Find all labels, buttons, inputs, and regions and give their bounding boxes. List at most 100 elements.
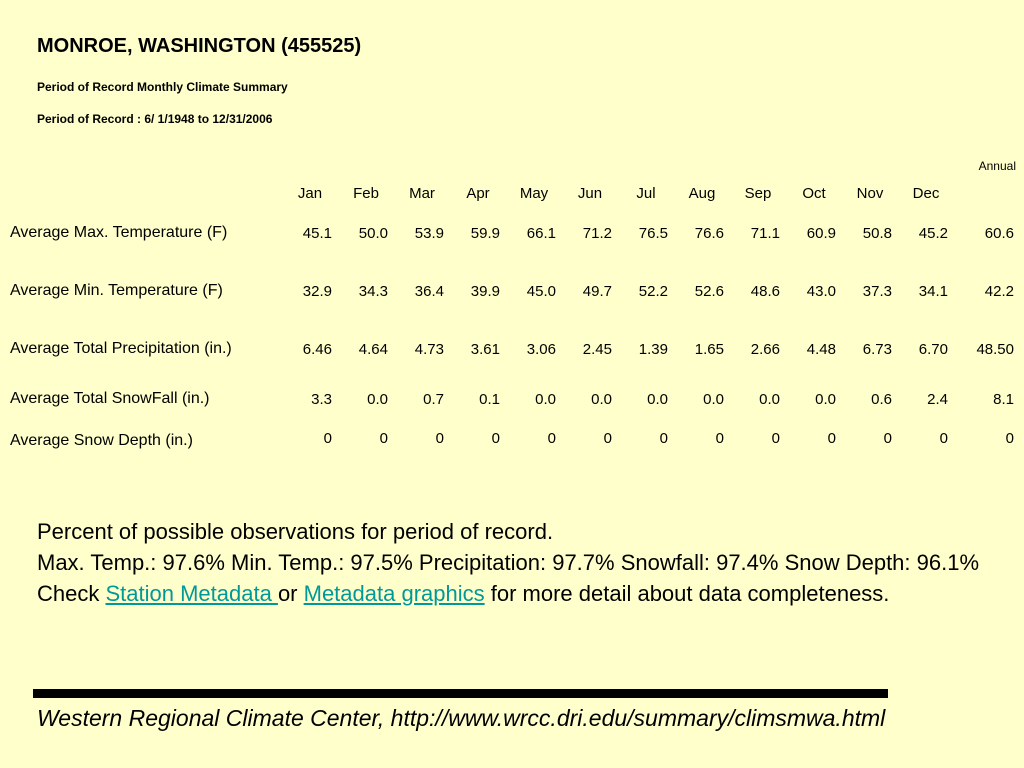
table-cell: 2.4 [927, 390, 948, 408]
table-cell: 50.8 [862, 224, 892, 242]
divider-bar [33, 689, 888, 698]
table-cell: 50.0 [358, 224, 388, 242]
table-cell: 4.48 [806, 340, 836, 358]
header-annual: Annual [978, 159, 1016, 173]
table-cell: 53.9 [414, 224, 444, 242]
row-label: Average Snow Depth (in.) [10, 432, 193, 449]
check-prefix-text: Check [37, 581, 106, 606]
header-month: Jul [636, 185, 656, 202]
table-cell: 0 [659, 430, 668, 447]
table-row: Average Snow Depth (in.) 0 0 0 0 0 0 0 0… [4, 420, 1020, 472]
table-cell: 6.70 [918, 340, 948, 358]
table-cell: 0.1 [479, 390, 500, 408]
page-title: MONROE, WASHINGTON (455525) [37, 35, 362, 57]
observation-notes: Percent of possible observations for per… [37, 516, 997, 609]
table-cell: 0 [715, 430, 724, 447]
table-cell: 32.9 [302, 282, 332, 300]
table-row: Average Total SnowFall (in.) 3.3 0.0 0.7… [4, 378, 1020, 420]
table-cell: 1.65 [694, 340, 724, 358]
check-suffix-text: for more detail about data completeness. [484, 581, 890, 606]
annual-cell: 48.50 [976, 340, 1014, 358]
table-cell: 0.0 [647, 390, 668, 408]
notes-percentages: Max. Temp.: 97.6% Min. Temp.: 97.5% Prec… [37, 550, 980, 575]
table-cell: 0 [547, 430, 556, 447]
table-cell: 2.66 [750, 340, 780, 358]
table-cell: 0 [939, 430, 948, 447]
header-month: Dec [912, 185, 940, 202]
table-header-row: Jan Feb Mar Apr May Jun Jul Aug Sep Oct … [4, 150, 1020, 204]
header-month: Mar [409, 185, 435, 202]
table-cell: 0 [883, 430, 892, 447]
table-cell: 3.06 [526, 340, 556, 358]
table-cell: 76.6 [694, 224, 724, 242]
table-cell: 4.73 [414, 340, 444, 358]
header-month: Jun [577, 185, 603, 202]
table-cell: 59.9 [470, 224, 500, 242]
table-cell: 0 [435, 430, 444, 447]
row-label: Average Total SnowFall (in.) [10, 390, 210, 407]
table-cell: 45.0 [526, 282, 556, 300]
table-row: Average Min. Temperature (F) 32.9 34.3 3… [4, 262, 1020, 320]
row-label: Average Min. Temperature (F) [10, 282, 223, 299]
page-subtitle: Period of Record Monthly Climate Summary [37, 80, 288, 94]
table-cell: 37.3 [862, 282, 892, 300]
station-metadata-link[interactable]: Station Metadata [105, 581, 278, 606]
annual-cell: 8.1 [993, 390, 1014, 408]
header-month: Sep [744, 185, 772, 202]
table-cell: 48.6 [750, 282, 780, 300]
table-cell: 34.1 [918, 282, 948, 300]
table-cell: 0 [603, 430, 612, 447]
table-cell: 71.1 [750, 224, 780, 242]
table-cell: 49.7 [582, 282, 612, 300]
table-cell: 0.7 [423, 390, 444, 408]
annual-cell: 0 [1005, 430, 1014, 447]
table-cell: 6.73 [862, 340, 892, 358]
table-cell: 52.6 [694, 282, 724, 300]
header-month: Nov [856, 185, 884, 202]
table-cell: 6.46 [302, 340, 332, 358]
notes-heading: Percent of possible observations for per… [37, 519, 554, 544]
header-month: Jan [297, 185, 323, 202]
period-of-record: Period of Record : 6/ 1/1948 to 12/31/20… [37, 112, 273, 126]
header-month: Oct [802, 185, 826, 202]
table-cell: 36.4 [414, 282, 444, 300]
header-month: Aug [688, 185, 716, 202]
table-cell: 0.0 [535, 390, 556, 408]
table-cell: 0 [379, 430, 388, 447]
table-cell: 0 [491, 430, 500, 447]
table-cell: 39.9 [470, 282, 500, 300]
table-cell: 0.0 [367, 390, 388, 408]
table-cell: 0 [323, 430, 332, 447]
table-cell: 45.1 [302, 224, 332, 242]
table-cell: 76.5 [638, 224, 668, 242]
table-cell: 71.2 [582, 224, 612, 242]
table-row: Average Max. Temperature (F) 45.1 50.0 5… [4, 204, 1020, 262]
annual-cell: 60.6 [984, 224, 1014, 242]
table-cell: 52.2 [638, 282, 668, 300]
table-cell: 45.2 [918, 224, 948, 242]
or-text: or [277, 581, 304, 606]
header-month: Apr [466, 185, 490, 202]
header-month: Feb [353, 185, 379, 202]
table-cell: 0.6 [871, 390, 892, 408]
table-cell: 0 [827, 430, 836, 447]
metadata-graphics-link[interactable]: Metadata graphics [303, 581, 485, 606]
table-cell: 0.0 [591, 390, 612, 408]
table-row: Average Total Precipitation (in.) 6.46 4… [4, 320, 1020, 378]
table-cell: 2.45 [582, 340, 612, 358]
table-cell: 66.1 [526, 224, 556, 242]
table-cell: 34.3 [358, 282, 388, 300]
table-cell: 1.39 [638, 340, 668, 358]
table-cell: 3.3 [311, 390, 332, 408]
table-cell: 60.9 [806, 224, 836, 242]
annual-cell: 42.2 [984, 282, 1014, 300]
notes-check-line: Check Station Metadata or Metadata graph… [37, 578, 997, 609]
table-cell: 0.0 [815, 390, 836, 408]
table-cell: 0.0 [759, 390, 780, 408]
row-label: Average Total Precipitation (in.) [10, 340, 232, 357]
table-cell: 4.64 [358, 340, 388, 358]
table-cell: 0.0 [703, 390, 724, 408]
table-cell: 43.0 [806, 282, 836, 300]
footer-credit: Western Regional Climate Center, http://… [37, 705, 886, 731]
climate-summary-table: Jan Feb Mar Apr May Jun Jul Aug Sep Oct … [4, 150, 1020, 472]
